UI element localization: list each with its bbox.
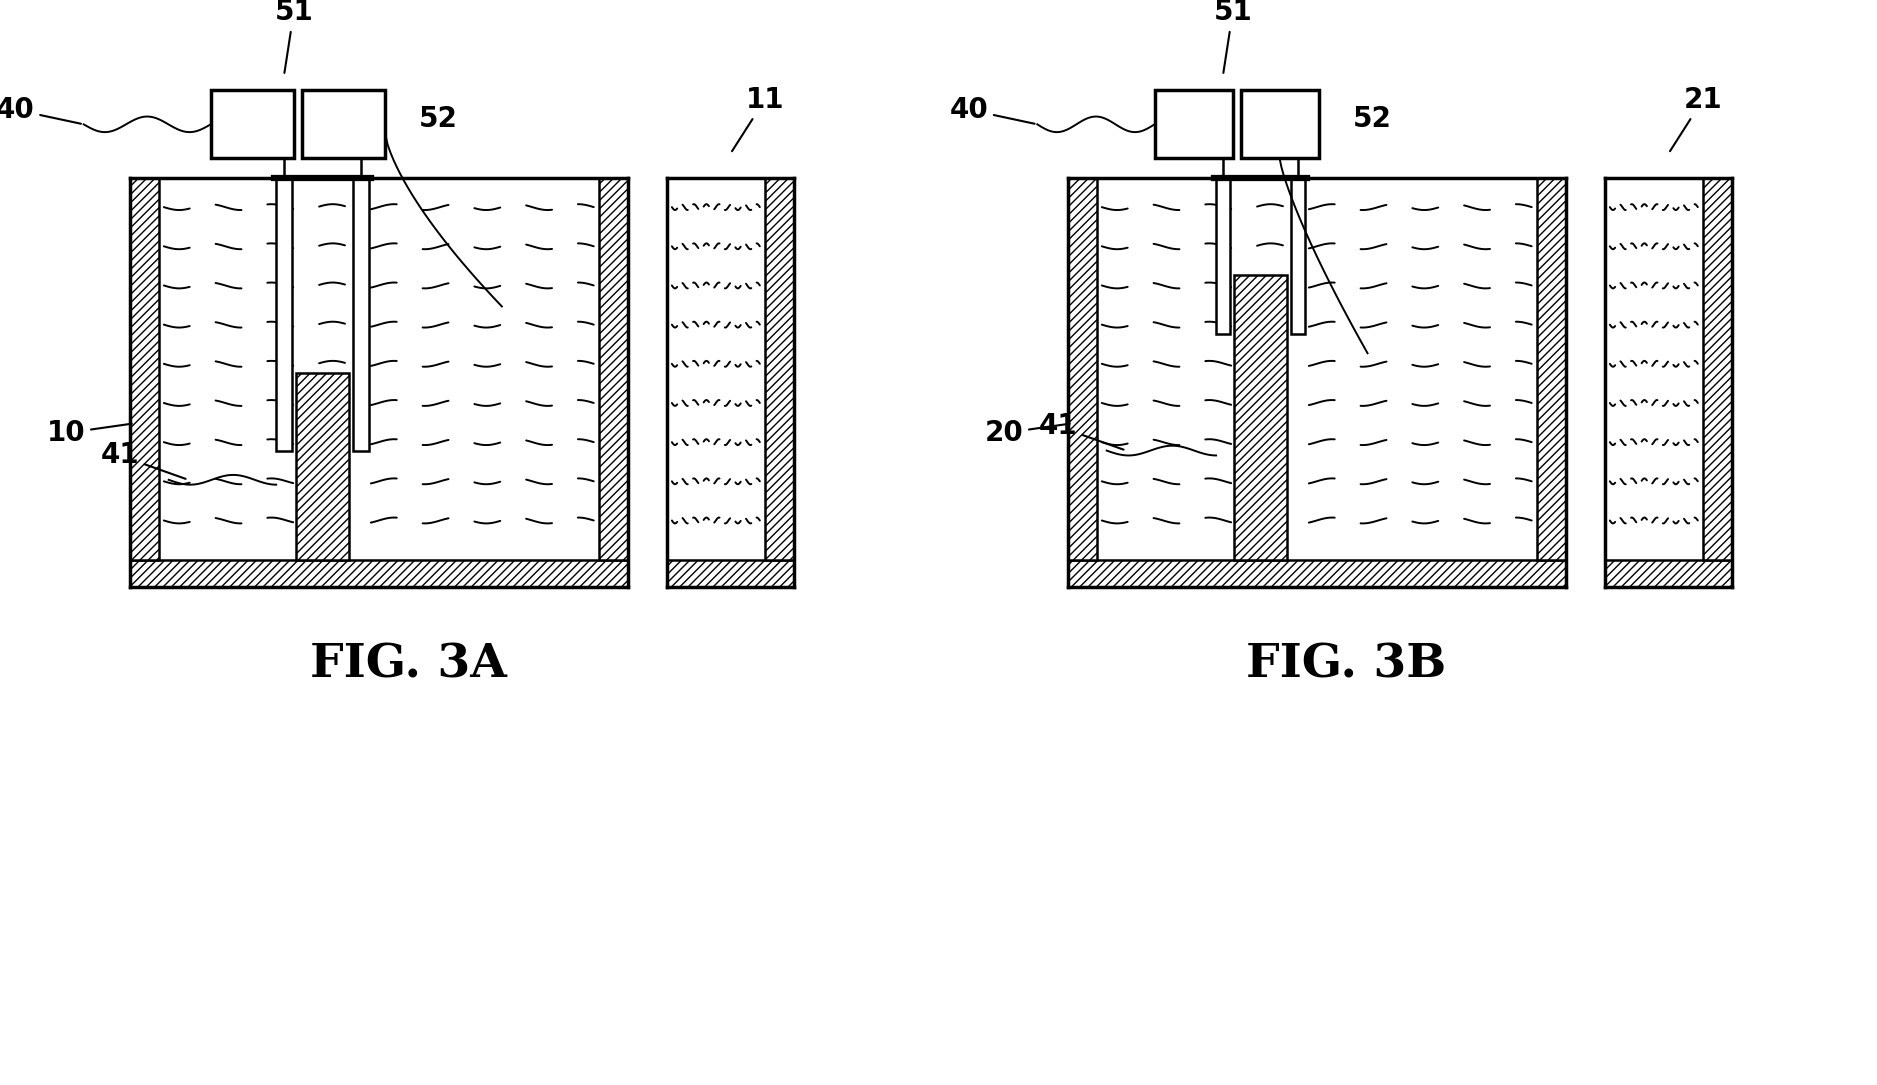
Text: 41: 41 [101,442,186,478]
Bar [1216,178,1229,334]
Text: 51: 51 [1213,0,1252,73]
Bar [599,178,629,560]
Bar [130,178,160,560]
Text: FIG. 3B: FIG. 3B [1246,642,1445,688]
Bar [1233,276,1288,560]
Bar [1068,178,1096,560]
Text: 41: 41 [1038,412,1124,449]
Bar [297,372,349,560]
Text: 40: 40 [0,95,81,124]
Bar [666,560,794,587]
Bar [130,560,629,587]
Text: 51: 51 [274,0,313,73]
Text: 52: 52 [1353,105,1393,133]
Text: 21: 21 [1671,86,1721,151]
Bar [276,178,291,450]
Bar [1537,178,1565,560]
Text: 20: 20 [985,419,1070,447]
Bar [1291,178,1305,334]
Bar [1702,178,1732,560]
Bar [1068,560,1565,587]
Text: 11: 11 [732,86,785,151]
Text: FIG. 3A: FIG. 3A [310,642,507,688]
Text: 10: 10 [47,419,131,447]
Bar [1241,90,1320,158]
Text: 52: 52 [419,105,458,133]
Text: 40: 40 [950,95,1034,124]
Bar [764,178,794,560]
Bar [210,90,295,158]
Bar [1154,90,1233,158]
Bar [302,90,385,158]
Bar [353,178,370,450]
Bar [1605,560,1732,587]
